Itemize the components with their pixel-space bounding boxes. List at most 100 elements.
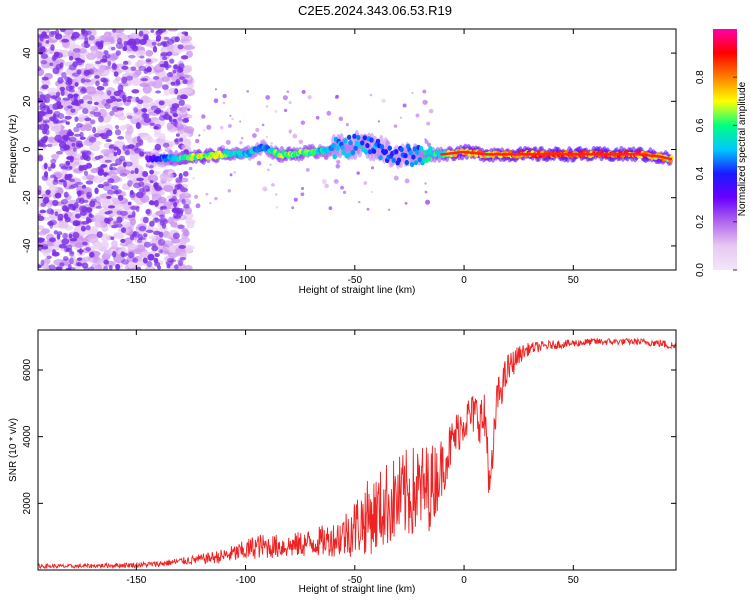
noise-speckle (70, 184, 79, 188)
noise-speckle (85, 180, 94, 185)
noise-speckle (38, 264, 42, 269)
noise-speckle (43, 196, 50, 204)
noise-speckle (128, 38, 136, 45)
noise-speckle (151, 41, 157, 46)
noise-speckle (57, 139, 65, 144)
noise-speckle (84, 30, 92, 36)
noise-speckle (139, 55, 145, 59)
noise-speckle (50, 209, 55, 216)
noise-speckle (100, 163, 106, 169)
noise-speckle (40, 136, 48, 144)
noise-speckle (94, 187, 99, 195)
sparse-speckle (415, 113, 420, 118)
noise-speckle (71, 142, 76, 147)
noise-speckle (65, 121, 70, 125)
noise-speckle (92, 126, 97, 134)
sparse-speckle (305, 168, 310, 172)
noise-speckle (63, 136, 69, 143)
sparse-speckle (255, 127, 260, 132)
noise-speckle (53, 110, 61, 116)
noise-speckle (116, 223, 123, 228)
noise-speckle (52, 67, 60, 75)
noise-speckle (96, 86, 105, 91)
sparse-speckle (315, 115, 320, 120)
noise-speckle (103, 259, 110, 265)
noise-patch (84, 123, 93, 132)
noise-speckle (41, 76, 49, 81)
noise-patch (38, 225, 45, 230)
noise-speckle (61, 71, 67, 79)
noise-speckle (76, 257, 83, 261)
sparse-speckle (424, 182, 427, 185)
noise-speckle (175, 133, 180, 137)
noise-speckle (166, 72, 174, 78)
snr-panel: -150 -100 -50 0 50 2000 4000 6000 Height of st… (8, 329, 677, 595)
sparse-speckle (246, 89, 250, 93)
noise-patch (93, 71, 102, 77)
noise-speckle (122, 144, 127, 151)
noise-speckle (71, 72, 80, 77)
noise-speckle (47, 221, 54, 226)
x-tick-label: -50 (348, 275, 363, 286)
sparse-speckle (411, 91, 414, 95)
noise-speckle (68, 233, 73, 239)
noise-patch (160, 46, 168, 54)
noise-speckle (122, 161, 127, 168)
sparse-speckle (181, 144, 187, 150)
noise-speckle (121, 76, 128, 84)
sparse-speckle (227, 188, 232, 193)
ridge-cell (383, 149, 389, 155)
noise-patch (159, 133, 166, 140)
noise-speckle (77, 190, 82, 197)
noise-patch (85, 86, 97, 95)
noise-speckle (52, 249, 56, 254)
noise-speckle (175, 177, 183, 183)
noise-patch (86, 174, 95, 181)
sparse-speckle (186, 116, 190, 120)
snr-x-axis: -150 -100 -50 0 50 (126, 330, 579, 586)
noise-speckle (80, 150, 89, 155)
sparse-speckle (262, 186, 268, 192)
noise-speckle (151, 245, 159, 252)
noise-speckle (85, 246, 91, 252)
noise-speckle (107, 60, 112, 67)
noise-speckle (154, 252, 160, 258)
noise-speckle (105, 139, 112, 143)
noise-speckle (95, 80, 100, 87)
noise-speckle (116, 148, 122, 156)
ridge-cell (362, 135, 368, 141)
noise-speckle (58, 163, 66, 168)
sparse-speckle (270, 142, 273, 145)
noise-speckle (155, 38, 161, 42)
ridge-cell (408, 150, 413, 156)
snr-x-label: Height of straight line (km) (299, 584, 416, 595)
ridge-cell (356, 134, 361, 141)
noise-speckle (173, 264, 179, 270)
noise-speckle (38, 66, 42, 72)
noise-patch (183, 44, 196, 50)
noise-speckle (161, 56, 168, 61)
noise-speckle (79, 248, 83, 255)
noise-speckle (50, 162, 56, 169)
noise-speckle (55, 33, 63, 40)
noise-patch (92, 93, 103, 103)
noise-speckle (95, 41, 103, 46)
noise-speckle (174, 138, 179, 143)
ridge-cell (348, 140, 353, 146)
noise-speckle (86, 194, 92, 200)
noise-patch (186, 221, 195, 229)
sparse-speckle (265, 95, 271, 100)
noise-speckle (107, 178, 115, 184)
noise-speckle (149, 122, 155, 126)
noise-speckle (128, 54, 136, 59)
noise-speckle (90, 198, 97, 203)
noise-patch (180, 88, 193, 94)
ridge-core (668, 157, 673, 161)
noise-speckle (50, 159, 57, 164)
ridge-cell (415, 149, 420, 155)
sparse-speckle (214, 196, 218, 201)
ridge-cell (419, 145, 424, 152)
sparse-speckle (333, 178, 339, 184)
noise-speckle (68, 55, 74, 61)
noise-speckle (96, 231, 103, 239)
